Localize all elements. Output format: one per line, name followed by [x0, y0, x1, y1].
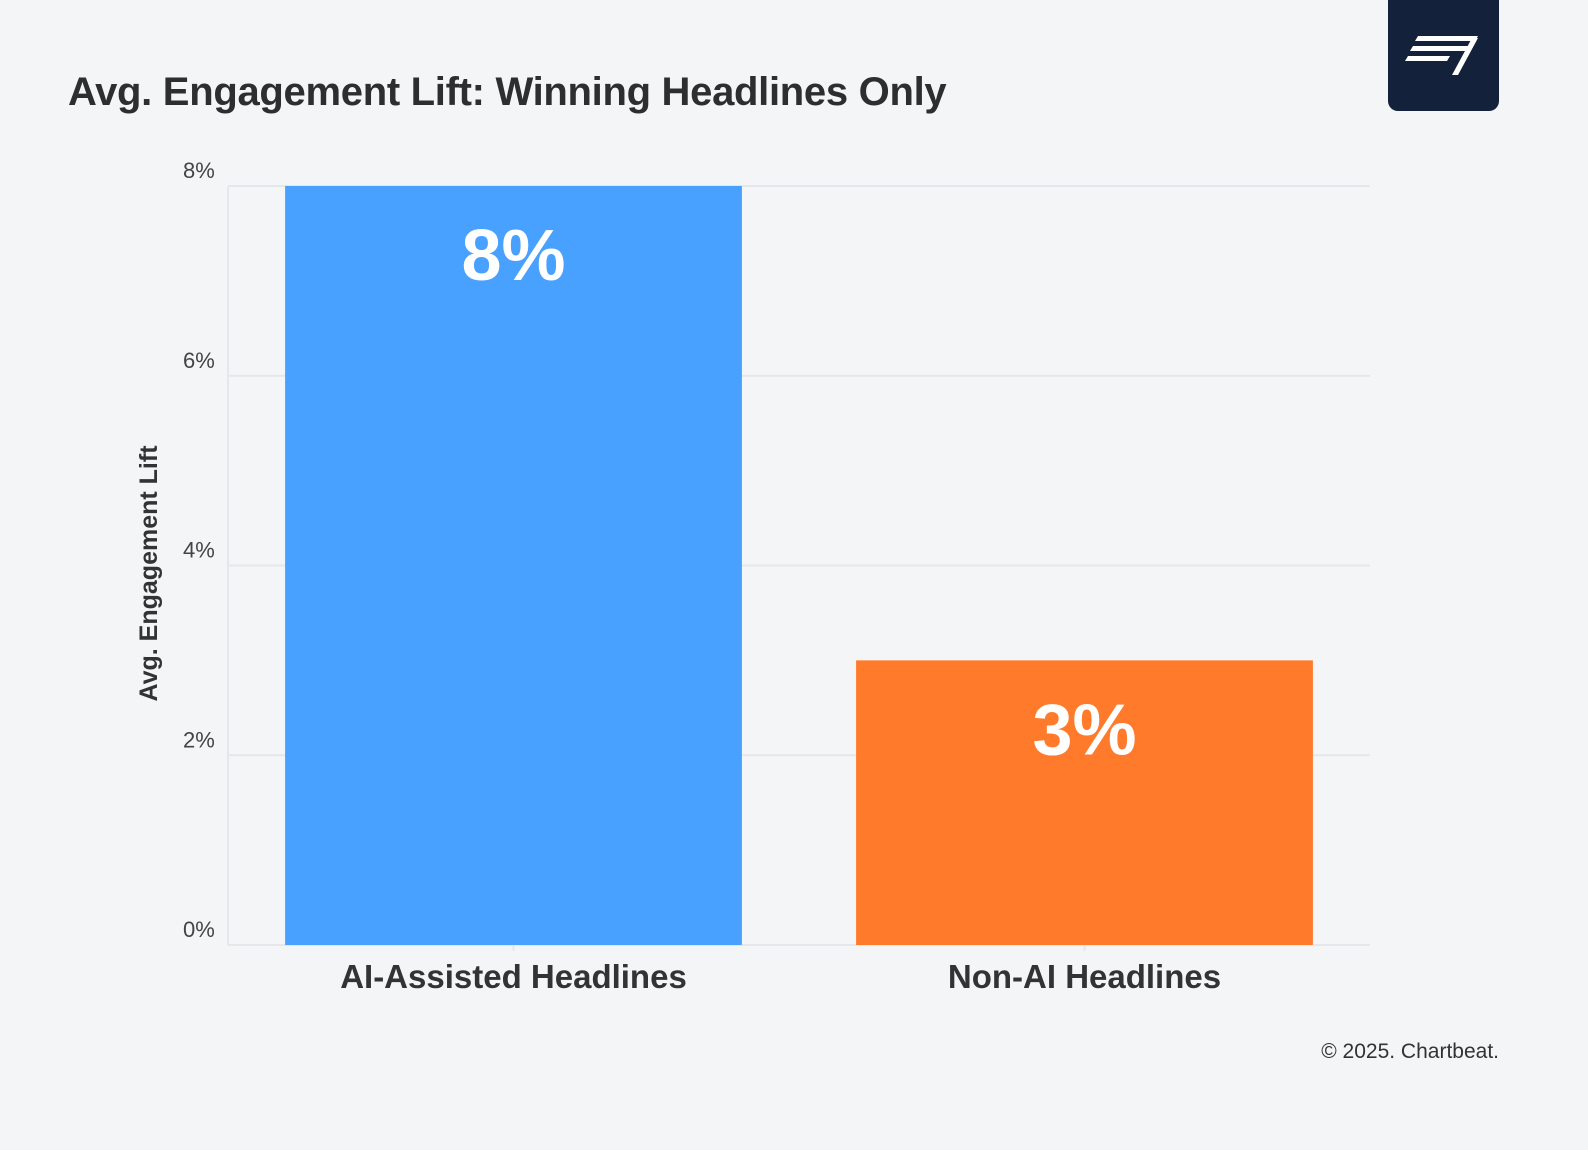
- y-tick-label: 0%: [183, 917, 215, 942]
- y-tick-label: 6%: [183, 348, 215, 373]
- bar-value-label: 3%: [1032, 690, 1136, 770]
- chartbeat-logo: [1388, 0, 1499, 111]
- bar-non-ai: [856, 660, 1313, 945]
- bar-ai-assisted: [285, 186, 742, 945]
- y-tick-label: 8%: [183, 158, 215, 183]
- chart-title: Avg. Engagement Lift: Winning Headlines …: [68, 70, 947, 114]
- copyright-text: © 2025. Chartbeat.: [1321, 1040, 1499, 1063]
- y-tick-label: 4%: [183, 538, 215, 563]
- x-category-label: Non-AI Headlines: [948, 958, 1221, 995]
- chartbeat-logo-icon: [1405, 36, 1478, 75]
- y-axis-title: Avg. Engagement Lift: [135, 445, 163, 702]
- bar-value-label: 8%: [461, 216, 565, 296]
- y-tick-label: 2%: [183, 727, 215, 752]
- x-category-label: AI-Assisted Headlines: [340, 958, 687, 995]
